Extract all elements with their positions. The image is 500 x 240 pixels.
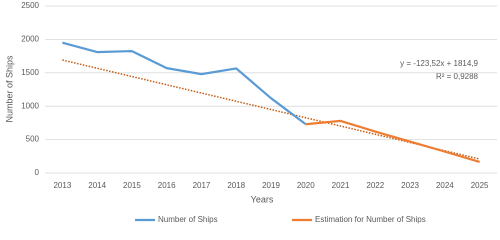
y-axis-label: Number of Ships — [4, 55, 14, 123]
y-tick-label: 1000 — [21, 101, 39, 110]
x-tick-label: 2014 — [88, 181, 106, 190]
series-line — [62, 41, 307, 126]
legend-label: Estimation for Number of Ships — [315, 215, 426, 224]
x-tick-label: 2017 — [193, 181, 211, 190]
x-tick-label: 2021 — [332, 181, 350, 190]
trend-r-squared: R² = 0,9288 — [436, 72, 479, 81]
x-tick-label: 2022 — [366, 181, 384, 190]
x-tick-label: 2016 — [158, 181, 176, 190]
x-tick-label: 2024 — [436, 181, 454, 190]
y-tick-label: 2500 — [21, 1, 39, 10]
legend-label: Number of Ships — [158, 215, 218, 224]
series-line — [305, 119, 480, 164]
x-tick-label: 2013 — [53, 181, 71, 190]
trend-equation: y = -123,52x + 1814,9 — [400, 59, 478, 68]
y-tick-label: 1500 — [21, 68, 39, 77]
y-tick-label: 0 — [35, 168, 40, 177]
y-tick-label: 2000 — [21, 35, 39, 44]
x-axis-label: Years — [251, 194, 274, 204]
x-tick-label: 2019 — [262, 181, 280, 190]
x-tick-label: 2018 — [227, 181, 245, 190]
x-tick-label: 2015 — [123, 181, 141, 190]
chart: Years Number of Ships y = -123,52x + 181… — [4, 1, 497, 224]
x-tick-label: 2023 — [401, 181, 419, 190]
x-tick-label: 2020 — [297, 181, 315, 190]
y-tick-label: 500 — [26, 135, 40, 144]
x-tick-label: 2025 — [471, 181, 489, 190]
